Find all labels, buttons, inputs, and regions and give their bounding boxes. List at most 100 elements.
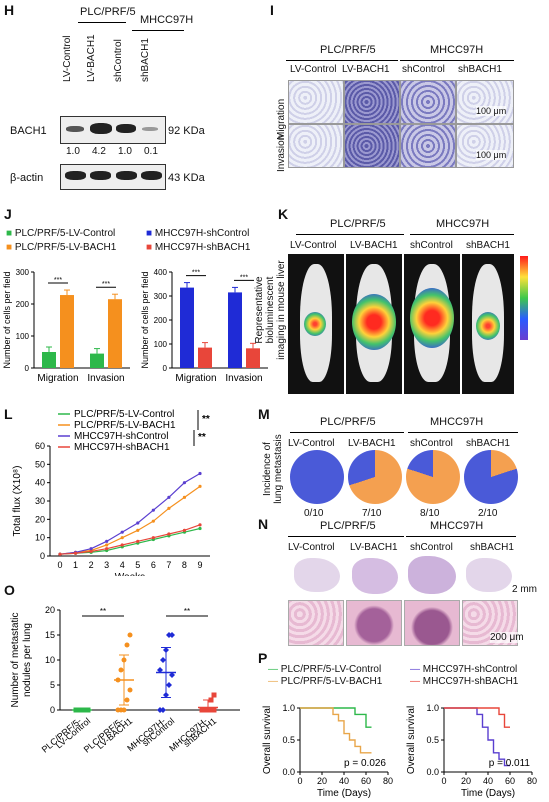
m-ratio-2: 7/10: [362, 508, 382, 519]
y-tick-label: 60: [35, 441, 45, 451]
y-tick-label: 0.5: [426, 735, 439, 745]
k-colorbar: [520, 256, 528, 340]
panel-label-l: L: [4, 406, 13, 422]
x-tick-label: 80: [527, 776, 537, 786]
h-row1-label: BACH1: [10, 125, 47, 137]
actin-band-2: [90, 171, 111, 180]
bar: [108, 299, 122, 368]
m-col-3: shControl: [410, 438, 453, 449]
y-axis-label: nodules per lung: [22, 623, 33, 697]
data-point: [127, 632, 133, 638]
i-col-3: shControl: [402, 64, 445, 75]
y-tick-label: 0: [50, 705, 55, 715]
panel-label-j: J: [4, 206, 12, 222]
k-mouse-panel-2: [346, 254, 402, 394]
h-ratio-3: 1.0: [118, 146, 132, 157]
y-axis-label: Number of metastatic: [10, 612, 21, 707]
x-tick-label: 5: [135, 560, 140, 570]
y-tick-label: 0.0: [282, 767, 295, 777]
i-img-inv-4: [456, 124, 514, 168]
k-col-1: LV-Control: [290, 240, 337, 251]
data-point: [167, 495, 171, 499]
x-tick-label: 1: [73, 560, 78, 570]
h-ratio-4: 0.1: [144, 146, 158, 157]
data-point: [58, 552, 62, 556]
i-img-mig-3: [400, 80, 456, 124]
legend-label: PLC/PRF/5-LV-BACH1: [74, 420, 176, 431]
y-tick-label: 1.0: [426, 703, 439, 713]
i-col-4: shBACH1: [458, 64, 502, 75]
k-ylabel-3: imaging in mouse liver: [276, 260, 287, 360]
x-tick-label: 80: [383, 776, 393, 786]
y-axis-label: Total flux (X10⁸): [12, 466, 23, 537]
data-point: [124, 642, 130, 648]
y-tick-label: 50: [35, 459, 45, 469]
data-point: [121, 707, 127, 713]
x-tick-label: 8: [182, 560, 187, 570]
x-axis-label: Time (Days): [461, 788, 515, 799]
data-point: [120, 536, 124, 540]
y-axis-label: Number of cells per field: [140, 271, 150, 368]
h-group1: PLC/PRF/5: [80, 6, 136, 18]
x-axis-label: Time (Days): [317, 788, 371, 799]
data-point: [198, 484, 202, 488]
data-point: [182, 481, 187, 485]
data-point: [105, 547, 109, 551]
y-tick-label: 10: [35, 533, 45, 543]
bar: [228, 292, 242, 368]
j-legend-2: PLC/PRF/5-LV-BACH1: [14, 242, 117, 253]
x-tick-label: Invasion: [225, 373, 262, 384]
j-chart-right: 0 100 200 300 400 Number of cells per field **…: [140, 268, 268, 384]
data-point: [166, 682, 172, 688]
m-pie-2: [348, 450, 402, 504]
k-col-3: shControl: [410, 240, 453, 251]
j-legend-4: MHCC97H-shBACH1: [154, 242, 251, 253]
data-point: [157, 667, 163, 673]
data-point: [105, 543, 109, 547]
n-hist-3: [404, 600, 460, 646]
y-tick-label: 100: [154, 340, 168, 349]
data-point: [127, 687, 133, 693]
series-line: [59, 524, 201, 555]
y-tick-label: 300: [16, 268, 30, 277]
data-point: [160, 657, 166, 663]
i-img-inv-3: [400, 124, 456, 168]
h-lane-4: shBACH1: [140, 38, 151, 82]
j-legend-3: MHCC97H-shControl: [154, 228, 250, 239]
actin-band-1: [65, 171, 86, 180]
m-ratio-1: 0/10: [304, 508, 324, 519]
m-ylabel-1: Incidence of: [262, 442, 273, 496]
data-point: [136, 521, 140, 525]
n-lung-3: [408, 556, 456, 594]
x-tick-label: 40: [339, 776, 349, 786]
data-point: [198, 523, 202, 527]
legend-label: MHCC97H-shControl: [74, 431, 168, 442]
data-point: [211, 692, 217, 698]
data-point: [167, 532, 171, 536]
bach1-band-3: [116, 124, 136, 133]
panel-label-h: H: [4, 2, 15, 18]
data-point: [160, 707, 166, 713]
i-group2: MHCC97H: [430, 44, 484, 56]
p-legend-2: PLC/PRF/5-LV-BACH1: [280, 676, 383, 687]
h-row1-size: 92 KDa: [168, 125, 205, 137]
x-tick-label: 0: [57, 560, 62, 570]
sig-label: ***: [102, 281, 110, 288]
i-img-mig-2: [344, 80, 400, 124]
bar: [60, 295, 74, 368]
data-point: [151, 519, 155, 523]
data-point: [182, 495, 187, 499]
x-tick-label: 60: [361, 776, 371, 786]
y-tick-label: 200: [154, 316, 168, 325]
p-chart-right: 0.0 0.5 1.0 0 20 40 60 80 Time (Days) Overall sur…: [406, 703, 537, 799]
y-tick-label: 100: [16, 332, 30, 341]
data-point: [199, 707, 205, 713]
k-mouse-panel-4: [462, 254, 514, 394]
bar: [180, 287, 194, 368]
k-ylabel-2: bioluminescent: [265, 276, 276, 344]
x-tick-label: 7: [166, 560, 171, 570]
y-tick-label: 20: [35, 514, 45, 524]
m-pie-3: [406, 450, 460, 504]
y-tick-label: 0: [25, 364, 30, 373]
x-tick-label: 4: [120, 560, 125, 570]
